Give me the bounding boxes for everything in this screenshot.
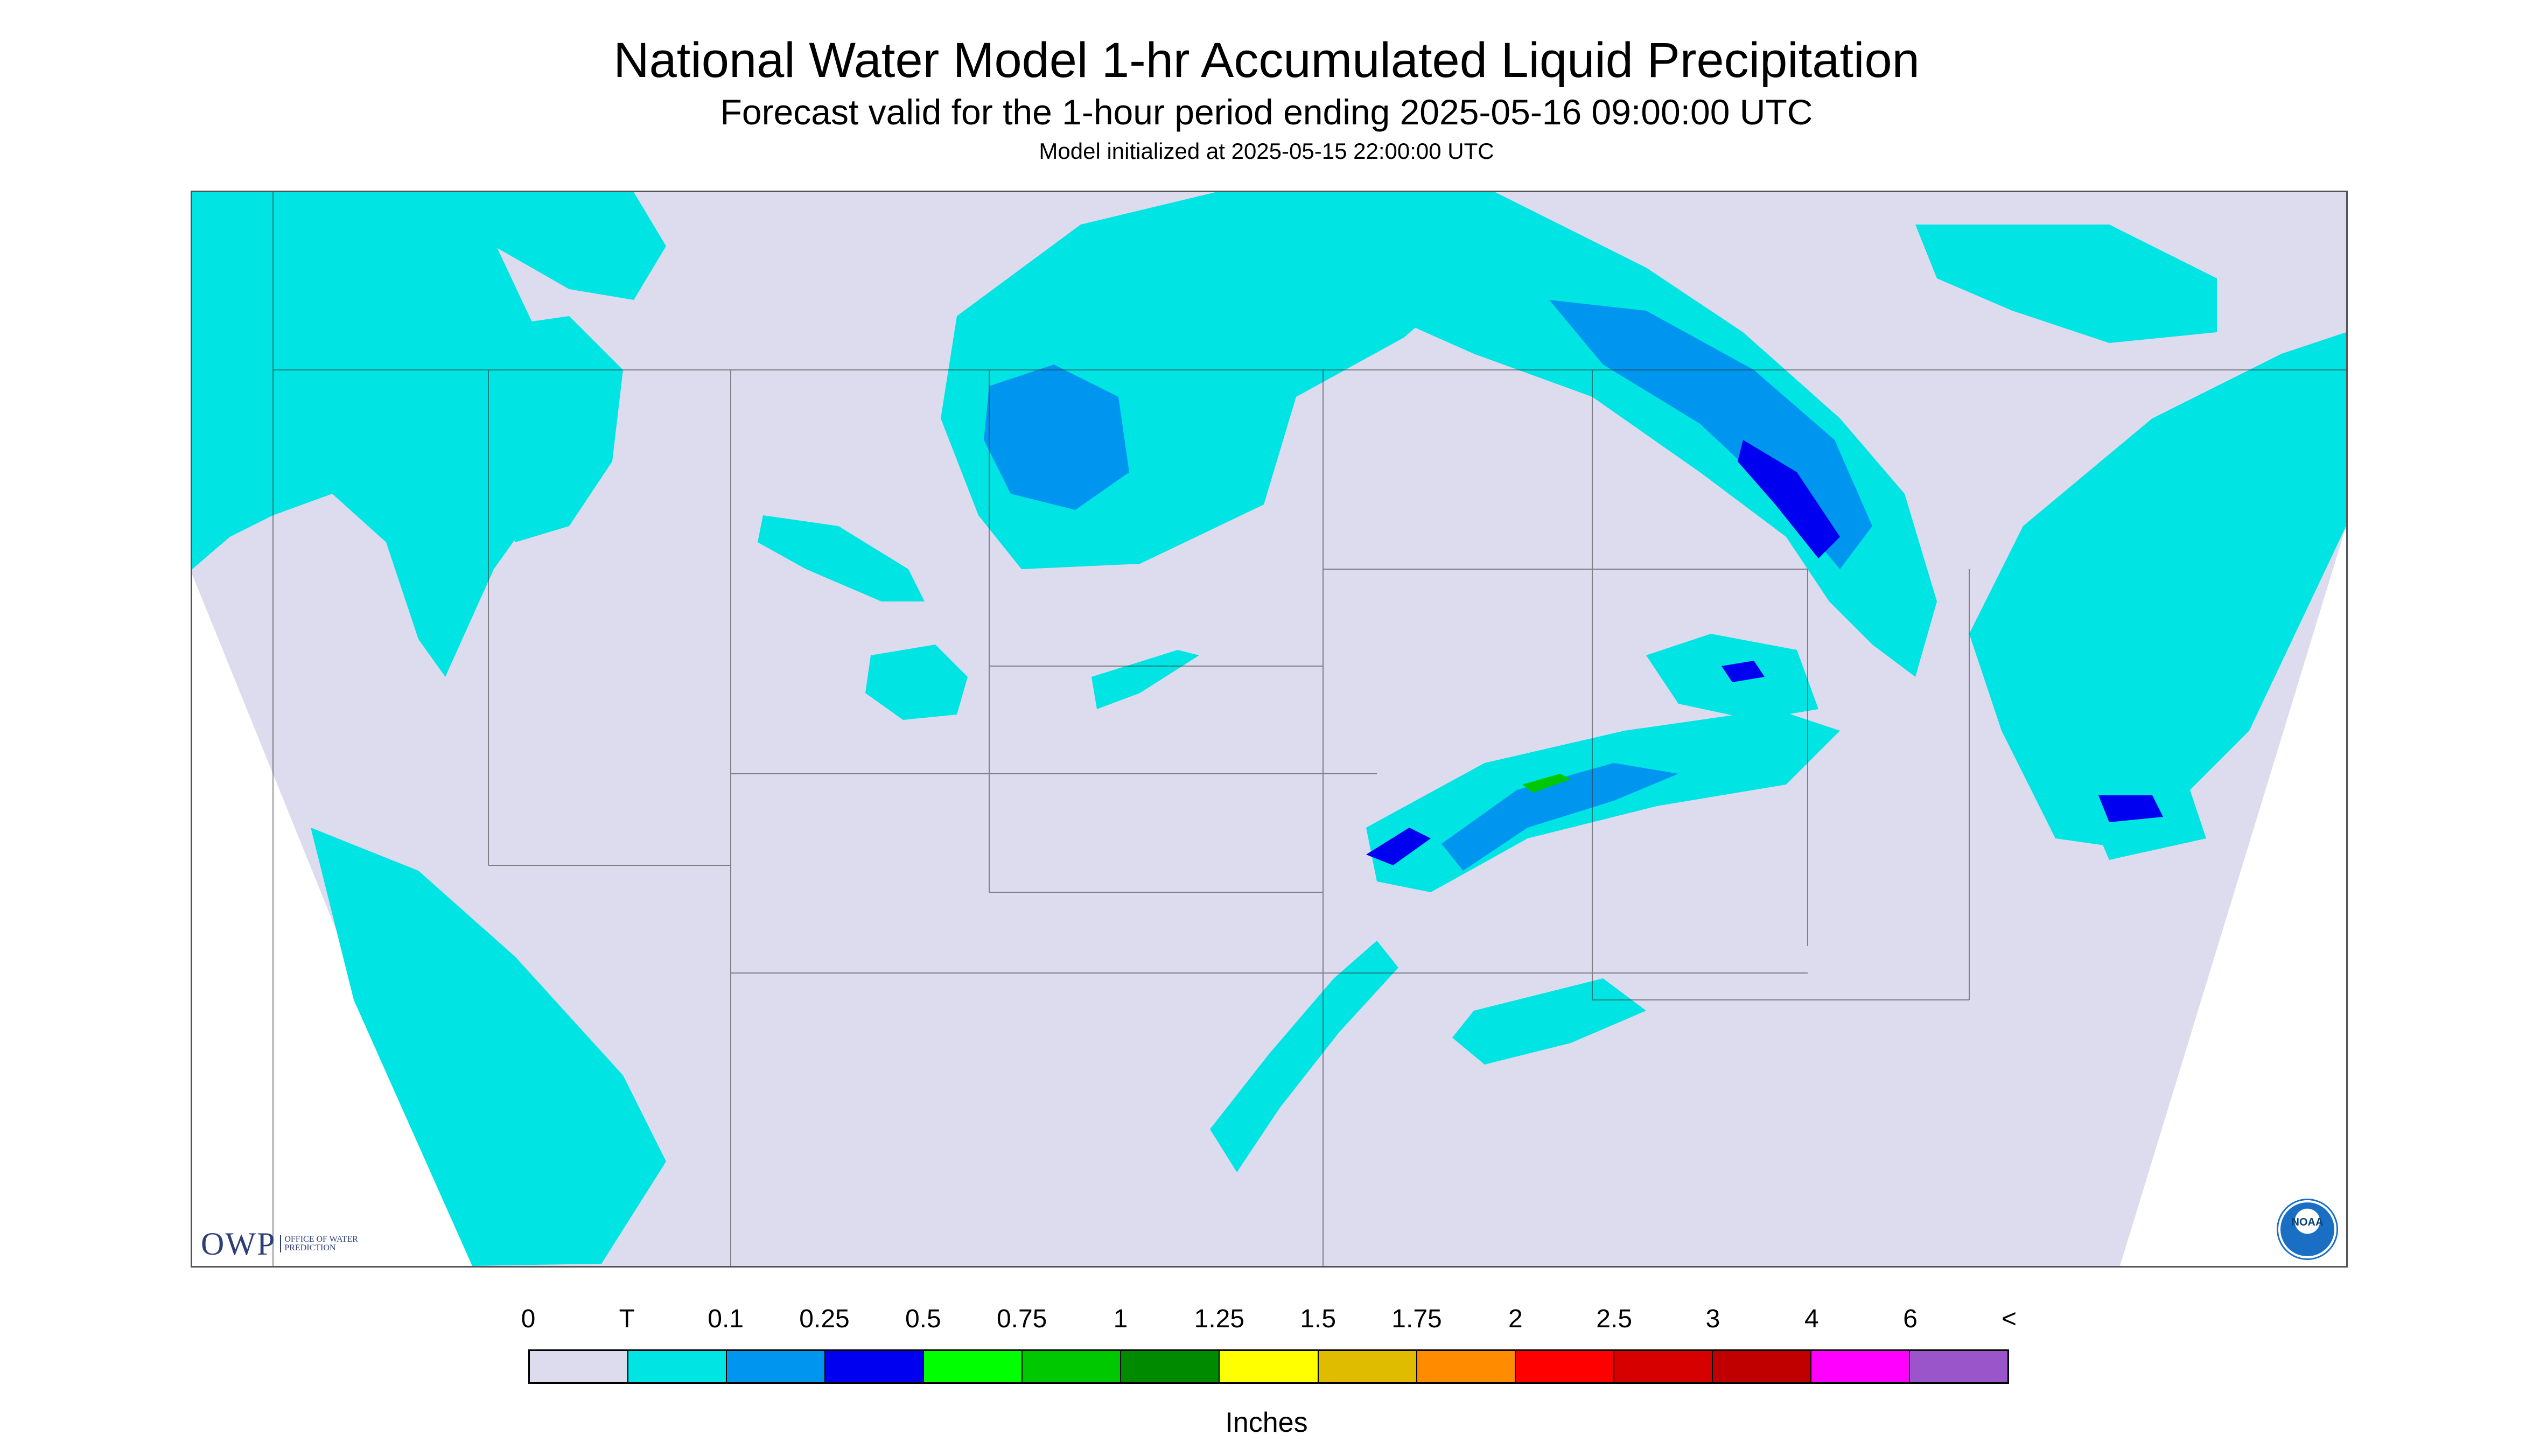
precip-core-ontario <box>1738 440 1840 558</box>
legend-tick-6: 1 <box>1113 1305 1128 1333</box>
legend-tick-3: 0.25 <box>799 1305 850 1333</box>
legend-swatch-6 <box>1121 1351 1220 1382</box>
legend-tick-11: 2.5 <box>1596 1305 1633 1333</box>
precip-band-ohio-light <box>1442 763 1678 871</box>
legend-swatch-1 <box>628 1351 727 1382</box>
owp-logo-mark: OWP <box>201 1226 276 1262</box>
legend-swatch-8 <box>1318 1351 1417 1382</box>
precip-band-great-lakes <box>1291 192 1937 677</box>
legend-colorbar <box>528 1349 2009 1384</box>
map-title: National Water Model 1-hr Accumulated Li… <box>613 33 1920 88</box>
precip-core-tennessee <box>1522 774 1571 793</box>
precipitation-map: OWP OFFICE OF WATER PREDICTION NOAA <box>191 191 2348 1268</box>
legend-swatch-13 <box>1811 1351 1910 1382</box>
precipitation-overlay <box>192 192 2346 1266</box>
legend-tick-5: 0.75 <box>996 1305 1047 1333</box>
legend-tick-1: T <box>619 1305 635 1333</box>
precip-core-arkansas <box>1366 828 1431 865</box>
legend-swatch-3 <box>825 1351 925 1382</box>
precip-area-west-canada <box>343 192 666 300</box>
legend-tick-8: 1.5 <box>1300 1305 1337 1333</box>
precip-area-idaho-montana <box>494 316 623 542</box>
legend-tick-7: 1.25 <box>1194 1305 1245 1333</box>
legend-swatch-0 <box>530 1351 629 1382</box>
precip-area-pacific-northwest <box>192 192 569 677</box>
legend-swatch-9 <box>1417 1351 1516 1382</box>
legend-tick-15: < <box>2001 1305 2017 1333</box>
legend-swatch-4 <box>924 1351 1023 1382</box>
precip-band-gulf-coast <box>1210 941 1398 1172</box>
precip-band-montana <box>758 515 925 601</box>
legend-swatch-14 <box>1909 1351 2007 1382</box>
noaa-logo-text: NOAA <box>2291 1216 2324 1228</box>
legend-tick-0: 0 <box>521 1305 536 1333</box>
legend-swatch-11 <box>1614 1351 1713 1382</box>
owp-logo-text: OFFICE OF WATER PREDICTION <box>280 1235 360 1252</box>
model-init-time: Model initialized at 2025-05-15 22:00:00… <box>1039 138 1494 164</box>
precip-core-atlantic <box>2098 795 2163 822</box>
precip-core-ohio <box>1722 661 1765 682</box>
legend-tick-2: 0.1 <box>708 1305 744 1333</box>
legend-swatch-10 <box>1515 1351 1614 1382</box>
legend-tick-13: 4 <box>1804 1305 1819 1333</box>
precip-band-kansas <box>1091 650 1199 709</box>
precip-area-quebec <box>1915 225 2217 343</box>
map-canvas <box>192 192 2346 1266</box>
noaa-logo: NOAA <box>2278 1200 2336 1258</box>
precip-legend: 0 T 0.1 0.25 0.5 0.75 1 1.25 1.5 1.75 2 2.5 3 4 6 < <box>521 1304 2017 1395</box>
precip-area-colorado <box>865 645 968 720</box>
map-subtitle: Forecast valid for the 1-hour period end… <box>720 92 1813 132</box>
legend-swatch-7 <box>1220 1351 1319 1382</box>
legend-tick-14: 6 <box>1903 1305 1918 1333</box>
precip-area-northeast-coast <box>1969 332 2346 849</box>
legend-tick-4: 0.5 <box>905 1305 941 1333</box>
legend-swatch-12 <box>1712 1351 1811 1382</box>
legend-swatch-2 <box>727 1351 826 1382</box>
legend-tick-9: 1.75 <box>1391 1305 1442 1333</box>
precip-area-dakotas-light <box>984 365 1129 510</box>
state-borders <box>272 192 2346 1266</box>
precip-area-pacific-southwest <box>311 828 666 1266</box>
legend-units: Inches <box>1225 1407 1308 1438</box>
legend-tick-10: 2 <box>1508 1305 1523 1333</box>
legend-swatch-5 <box>1023 1351 1122 1382</box>
owp-logo: OWP OFFICE OF WATER PREDICTION <box>201 1225 360 1263</box>
legend-tick-12: 3 <box>1705 1305 1720 1333</box>
